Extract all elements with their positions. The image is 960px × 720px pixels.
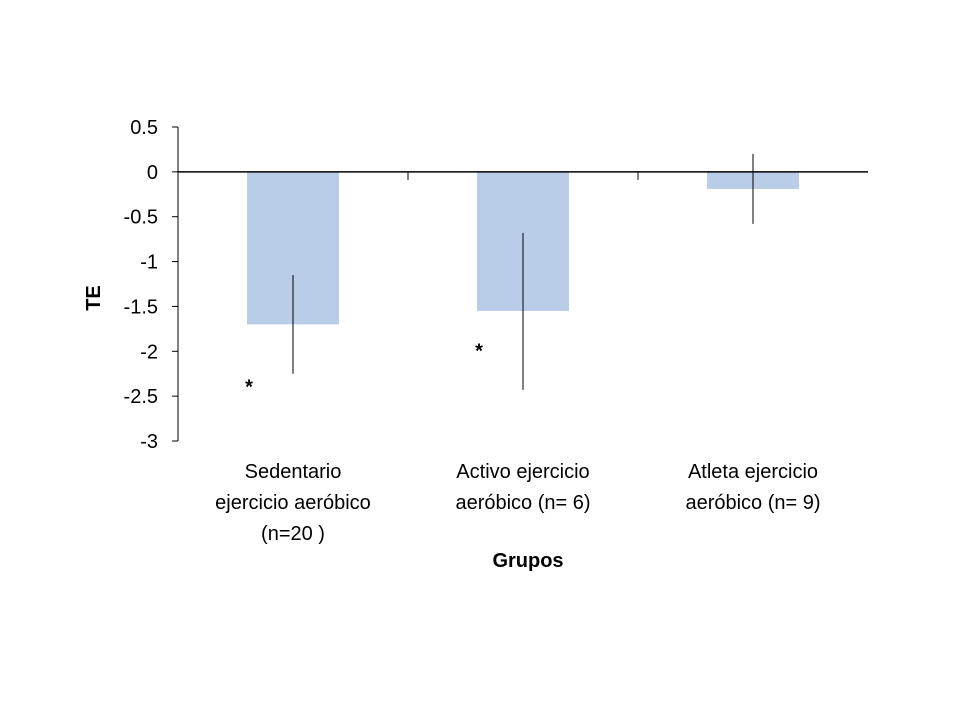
significance-marker: * (245, 377, 253, 399)
category-label: Activo ejercicio (456, 461, 589, 483)
x-axis-title: Grupos (492, 550, 563, 572)
category-label: Atleta ejercicio (688, 461, 818, 483)
y-tick-label: -1 (140, 252, 158, 274)
significance-marker: * (475, 341, 483, 363)
category-label: aeróbico (n= 9) (685, 492, 820, 514)
category-label: aeróbico (n= 6) (455, 492, 590, 514)
y-tick-label: -3 (140, 431, 158, 453)
category-label: (n=20 ) (261, 523, 325, 545)
y-tick-label: 0 (147, 162, 158, 184)
y-tick-label: -2 (140, 341, 158, 363)
y-tick-label: -2.5 (124, 386, 158, 408)
y-tick-label: -0.5 (124, 207, 158, 229)
category-label: ejercicio aeróbico (215, 492, 371, 514)
category-label: Sedentario (245, 461, 342, 483)
y-tick-label: -1.5 (124, 296, 158, 318)
y-tick-label: 0.5 (130, 117, 158, 139)
y-axis-title: TE (83, 285, 105, 311)
